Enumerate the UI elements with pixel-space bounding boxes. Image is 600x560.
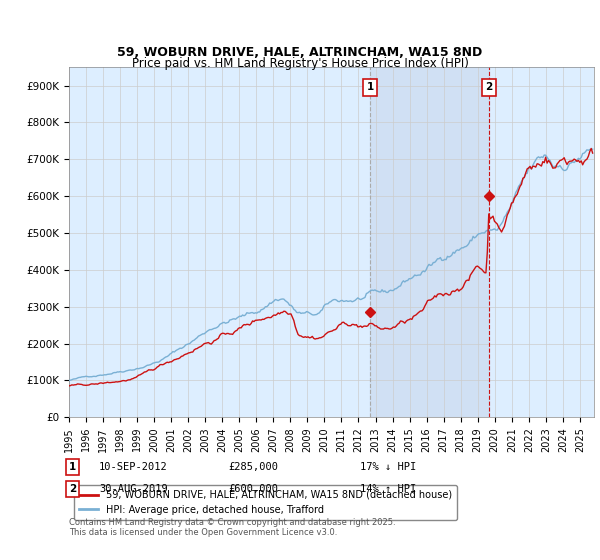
Text: £285,000: £285,000 [228, 462, 278, 472]
Text: 59, WOBURN DRIVE, HALE, ALTRINCHAM, WA15 8ND: 59, WOBURN DRIVE, HALE, ALTRINCHAM, WA15… [118, 46, 482, 59]
Text: £600,000: £600,000 [228, 484, 278, 494]
Text: 17% ↓ HPI: 17% ↓ HPI [360, 462, 416, 472]
Text: Price paid vs. HM Land Registry's House Price Index (HPI): Price paid vs. HM Land Registry's House … [131, 57, 469, 70]
Text: 2: 2 [485, 82, 493, 92]
Text: 14% ↑ HPI: 14% ↑ HPI [360, 484, 416, 494]
Text: 10-SEP-2012: 10-SEP-2012 [99, 462, 168, 472]
Text: Contains HM Land Registry data © Crown copyright and database right 2025.
This d: Contains HM Land Registry data © Crown c… [69, 518, 395, 538]
Text: 30-AUG-2019: 30-AUG-2019 [99, 484, 168, 494]
Text: 1: 1 [69, 462, 76, 472]
Legend: 59, WOBURN DRIVE, HALE, ALTRINCHAM, WA15 8ND (detached house), HPI: Average pric: 59, WOBURN DRIVE, HALE, ALTRINCHAM, WA15… [74, 485, 457, 520]
Text: 2: 2 [69, 484, 76, 494]
Bar [370, 67, 489, 417]
Text: 1: 1 [367, 82, 374, 92]
